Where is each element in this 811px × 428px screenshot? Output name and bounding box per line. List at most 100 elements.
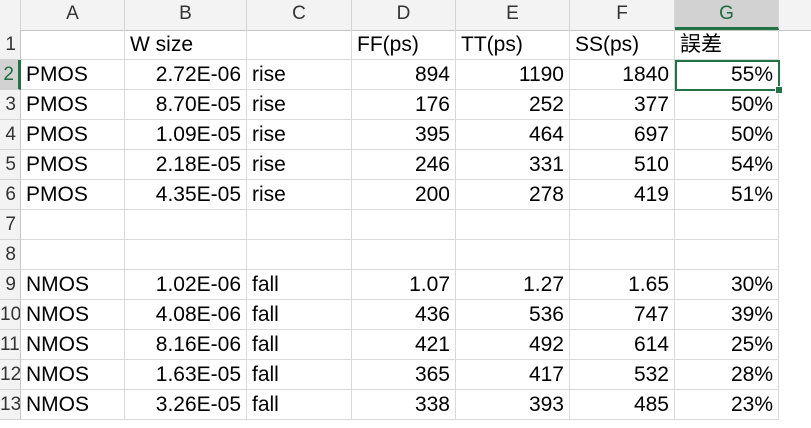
cell-c12[interactable]: fall: [247, 360, 352, 390]
cell-g2[interactable]: 55%: [675, 60, 779, 90]
row-header-6[interactable]: 6: [0, 180, 21, 210]
cell-b7[interactable]: [125, 210, 247, 240]
column-header-d[interactable]: D: [352, 0, 456, 30]
cell-f6[interactable]: 419: [570, 180, 675, 210]
cell-d5[interactable]: 246: [352, 150, 456, 180]
cell-a11[interactable]: NMOS: [21, 330, 125, 360]
row-header-10[interactable]: 10: [0, 300, 21, 330]
cell-a12[interactable]: NMOS: [21, 360, 125, 390]
cell-f11[interactable]: 614: [570, 330, 675, 360]
cell-e12[interactable]: 417: [456, 360, 570, 390]
cell-a7[interactable]: [21, 210, 125, 240]
cell-d13[interactable]: 338: [352, 390, 456, 420]
cell-e8[interactable]: [456, 240, 570, 270]
cell-d4[interactable]: 395: [352, 120, 456, 150]
cell-e7[interactable]: [456, 210, 570, 240]
cell-d1[interactable]: FF(ps): [352, 30, 456, 60]
cell-d10[interactable]: 436: [352, 300, 456, 330]
cell-f12[interactable]: 532: [570, 360, 675, 390]
cell-b1[interactable]: W size: [125, 30, 247, 60]
cell-g7[interactable]: [675, 210, 779, 240]
cell-f10[interactable]: 747: [570, 300, 675, 330]
cell-b10[interactable]: 4.08E-06: [125, 300, 247, 330]
cell-e3[interactable]: 252: [456, 90, 570, 120]
cell-d3[interactable]: 176: [352, 90, 456, 120]
cell-e9[interactable]: 1.27: [456, 270, 570, 300]
column-header-f[interactable]: F: [570, 0, 675, 30]
cell-b3[interactable]: 8.70E-05: [125, 90, 247, 120]
cell-e13[interactable]: 393: [456, 390, 570, 420]
cell-f8[interactable]: [570, 240, 675, 270]
cell-b12[interactable]: 1.63E-05: [125, 360, 247, 390]
cell-f13[interactable]: 485: [570, 390, 675, 420]
cell-a9[interactable]: NMOS: [21, 270, 125, 300]
row-header-7[interactable]: 7: [0, 210, 21, 240]
cell-g4[interactable]: 50%: [675, 120, 779, 150]
cell-b9[interactable]: 1.02E-06: [125, 270, 247, 300]
cell-c6[interactable]: rise: [247, 180, 352, 210]
row-header-2[interactable]: 2: [0, 60, 21, 90]
row-header-4[interactable]: 4: [0, 120, 21, 150]
cell-c9[interactable]: fall: [247, 270, 352, 300]
cell-c10[interactable]: fall: [247, 300, 352, 330]
cell-c4[interactable]: rise: [247, 120, 352, 150]
row-header-8[interactable]: 8: [0, 240, 21, 270]
cell-d12[interactable]: 365: [352, 360, 456, 390]
cell-e11[interactable]: 492: [456, 330, 570, 360]
row-header-13[interactable]: 13: [0, 390, 21, 420]
cell-b11[interactable]: 8.16E-06: [125, 330, 247, 360]
cell-d7[interactable]: [352, 210, 456, 240]
cell-d6[interactable]: 200: [352, 180, 456, 210]
cell-b13[interactable]: 3.26E-05: [125, 390, 247, 420]
cell-g1[interactable]: 誤差: [675, 30, 779, 60]
cell-f5[interactable]: 510: [570, 150, 675, 180]
cell-b6[interactable]: 4.35E-05: [125, 180, 247, 210]
cell-e4[interactable]: 464: [456, 120, 570, 150]
cell-g5[interactable]: 54%: [675, 150, 779, 180]
cell-f9[interactable]: 1.65: [570, 270, 675, 300]
row-header-1[interactable]: 1: [0, 30, 21, 60]
cell-g8[interactable]: [675, 240, 779, 270]
cell-d11[interactable]: 421: [352, 330, 456, 360]
cell-g10[interactable]: 39%: [675, 300, 779, 330]
cell-a13[interactable]: NMOS: [21, 390, 125, 420]
cell-g6[interactable]: 51%: [675, 180, 779, 210]
cell-c7[interactable]: [247, 210, 352, 240]
cell-b8[interactable]: [125, 240, 247, 270]
cell-b5[interactable]: 2.18E-05: [125, 150, 247, 180]
cell-c11[interactable]: fall: [247, 330, 352, 360]
cell-g12[interactable]: 28%: [675, 360, 779, 390]
cell-c2[interactable]: rise: [247, 60, 352, 90]
cell-a10[interactable]: NMOS: [21, 300, 125, 330]
cell-e2[interactable]: 1190: [456, 60, 570, 90]
cell-g9[interactable]: 30%: [675, 270, 779, 300]
cell-f3[interactable]: 377: [570, 90, 675, 120]
cell-a1[interactable]: [21, 30, 125, 60]
cell-e1[interactable]: TT(ps): [456, 30, 570, 60]
cell-e6[interactable]: 278: [456, 180, 570, 210]
column-header-g[interactable]: G: [675, 0, 779, 30]
cell-a2[interactable]: PMOS: [21, 60, 125, 90]
cell-a3[interactable]: PMOS: [21, 90, 125, 120]
cell-c8[interactable]: [247, 240, 352, 270]
cell-f4[interactable]: 697: [570, 120, 675, 150]
cell-b4[interactable]: 1.09E-05: [125, 120, 247, 150]
row-header-11[interactable]: 11: [0, 330, 21, 360]
cell-e10[interactable]: 536: [456, 300, 570, 330]
cell-e5[interactable]: 331: [456, 150, 570, 180]
cell-d8[interactable]: [352, 240, 456, 270]
row-header-12[interactable]: 12: [0, 360, 21, 390]
select-all-corner[interactable]: [0, 0, 21, 30]
fill-handle[interactable]: [775, 86, 783, 94]
cell-g13[interactable]: 23%: [675, 390, 779, 420]
row-header-9[interactable]: 9: [0, 270, 21, 300]
row-header-5[interactable]: 5: [0, 150, 21, 180]
column-header-a[interactable]: A: [21, 0, 125, 30]
cell-c13[interactable]: fall: [247, 390, 352, 420]
cell-d9[interactable]: 1.07: [352, 270, 456, 300]
cell-g3[interactable]: 50%: [675, 90, 779, 120]
cell-a5[interactable]: PMOS: [21, 150, 125, 180]
cell-a6[interactable]: PMOS: [21, 180, 125, 210]
cell-c5[interactable]: rise: [247, 150, 352, 180]
cell-g11[interactable]: 25%: [675, 330, 779, 360]
